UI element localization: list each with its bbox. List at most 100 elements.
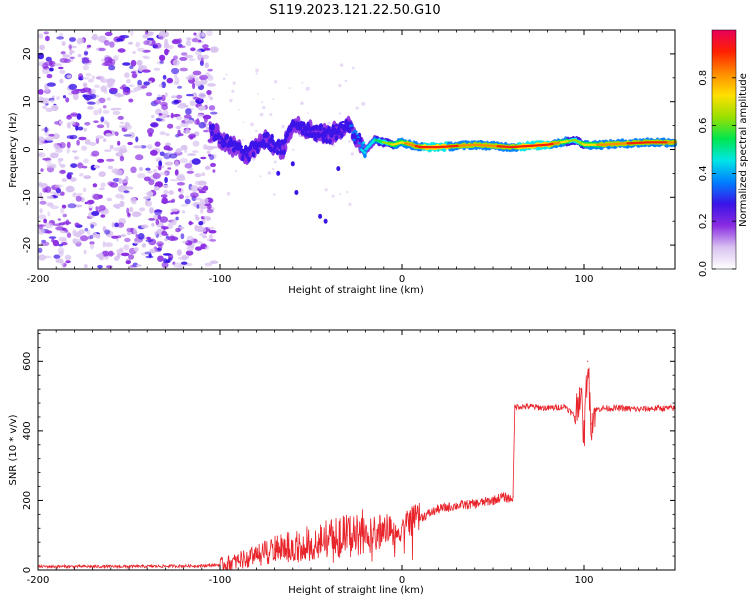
noise-blob bbox=[38, 89, 44, 95]
noise-blob bbox=[157, 214, 161, 220]
noise-blob bbox=[55, 147, 63, 153]
noise-blob bbox=[43, 255, 52, 259]
noise-blob bbox=[195, 246, 202, 251]
noise-blob bbox=[133, 247, 139, 252]
snr-data-point bbox=[590, 423, 592, 425]
snr-data-point bbox=[310, 541, 312, 543]
ridge-core bbox=[345, 127, 349, 131]
noise-blob bbox=[198, 121, 206, 129]
noise-blob bbox=[126, 227, 133, 233]
noise-blob bbox=[65, 185, 75, 193]
x-tick-label: 0 bbox=[399, 274, 405, 285]
noise-blob bbox=[165, 132, 170, 137]
noise-blob bbox=[118, 177, 123, 185]
noise-blob bbox=[186, 37, 192, 41]
noise-blob bbox=[52, 153, 59, 156]
noise-blob bbox=[135, 136, 139, 143]
noise-blob bbox=[188, 220, 193, 226]
noise-blob bbox=[180, 233, 185, 240]
ridge-band bbox=[270, 133, 274, 140]
noise-blob bbox=[76, 139, 80, 146]
noise-blob bbox=[206, 209, 214, 214]
noise-speck bbox=[259, 112, 264, 117]
noise-blob bbox=[144, 251, 152, 255]
noise-blob bbox=[128, 254, 135, 260]
noise-speck bbox=[234, 169, 237, 173]
noise-blob bbox=[207, 83, 216, 87]
noise-blob bbox=[143, 196, 151, 200]
noise-blob bbox=[83, 50, 89, 56]
noise-blob bbox=[162, 253, 172, 256]
noise-blob bbox=[152, 168, 158, 174]
noise-blob bbox=[198, 92, 206, 99]
noise-blob bbox=[64, 229, 69, 233]
noise-blob bbox=[83, 264, 88, 269]
noise-blob bbox=[106, 265, 113, 269]
noise-blob bbox=[104, 31, 113, 37]
noise-blob bbox=[179, 122, 189, 128]
noise-blob bbox=[196, 204, 200, 209]
noise-blob bbox=[202, 44, 209, 49]
noise-blob bbox=[158, 113, 163, 116]
noise-blob bbox=[57, 243, 64, 247]
noise-blob bbox=[202, 235, 208, 239]
noise-blob bbox=[48, 236, 57, 239]
noise-blob bbox=[66, 141, 71, 149]
ridge-band bbox=[330, 131, 334, 138]
noise-blob bbox=[52, 133, 60, 140]
noise-blob bbox=[62, 54, 70, 58]
snr-data-point bbox=[365, 531, 367, 533]
spectral-feature bbox=[323, 218, 328, 224]
noise-blob bbox=[130, 59, 137, 67]
snr-data-point bbox=[201, 565, 203, 567]
noise-blob bbox=[102, 109, 110, 114]
noise-speck bbox=[300, 101, 304, 105]
noise-blob bbox=[206, 90, 212, 95]
noise-blob bbox=[83, 187, 87, 193]
noise-speck bbox=[272, 168, 275, 171]
noise-blob bbox=[83, 59, 92, 64]
noise-blob bbox=[82, 64, 90, 71]
noise-speck bbox=[272, 98, 275, 101]
noise-blob bbox=[186, 170, 194, 174]
noise-blob bbox=[133, 87, 141, 92]
snr-data-point bbox=[656, 407, 658, 409]
noise-blob bbox=[164, 38, 169, 45]
noise-blob bbox=[106, 97, 111, 101]
noise-blob bbox=[139, 167, 143, 171]
ridge-band bbox=[360, 142, 365, 149]
snr-data-point bbox=[565, 405, 567, 408]
noise-blob bbox=[68, 44, 72, 50]
noise-blob bbox=[124, 186, 134, 190]
noise-blob bbox=[165, 142, 172, 147]
noise-blob bbox=[95, 206, 99, 211]
snr-data-point bbox=[419, 517, 421, 519]
ridge-band bbox=[282, 149, 286, 156]
noise-blob bbox=[46, 202, 54, 207]
noise-blob bbox=[122, 88, 131, 96]
noise-blob bbox=[39, 44, 45, 51]
snr-data-point bbox=[255, 555, 257, 557]
ridge-core bbox=[355, 133, 359, 136]
noise-blob bbox=[163, 189, 169, 196]
ridge-band bbox=[328, 138, 332, 145]
noise-blob bbox=[70, 163, 78, 169]
ridge-core bbox=[340, 124, 344, 127]
noise-blob bbox=[46, 73, 53, 79]
y-tick-label: 10 bbox=[22, 95, 33, 108]
noise-speck bbox=[225, 73, 228, 76]
noise-blob bbox=[178, 194, 184, 200]
noise-blob bbox=[69, 113, 78, 117]
noise-blob bbox=[38, 214, 47, 220]
snr-data-point bbox=[594, 409, 596, 411]
noise-blob bbox=[109, 182, 119, 188]
noise-blob bbox=[69, 134, 78, 140]
colorbar-tick-label: 0.6 bbox=[698, 118, 709, 134]
noise-blob bbox=[164, 161, 174, 166]
noise-blob bbox=[142, 34, 149, 39]
x-tick-label: 0 bbox=[399, 575, 405, 586]
noise-blob bbox=[167, 222, 174, 230]
ridge-core bbox=[322, 127, 327, 130]
ridge-band bbox=[276, 138, 281, 145]
ridge-band bbox=[321, 136, 326, 143]
